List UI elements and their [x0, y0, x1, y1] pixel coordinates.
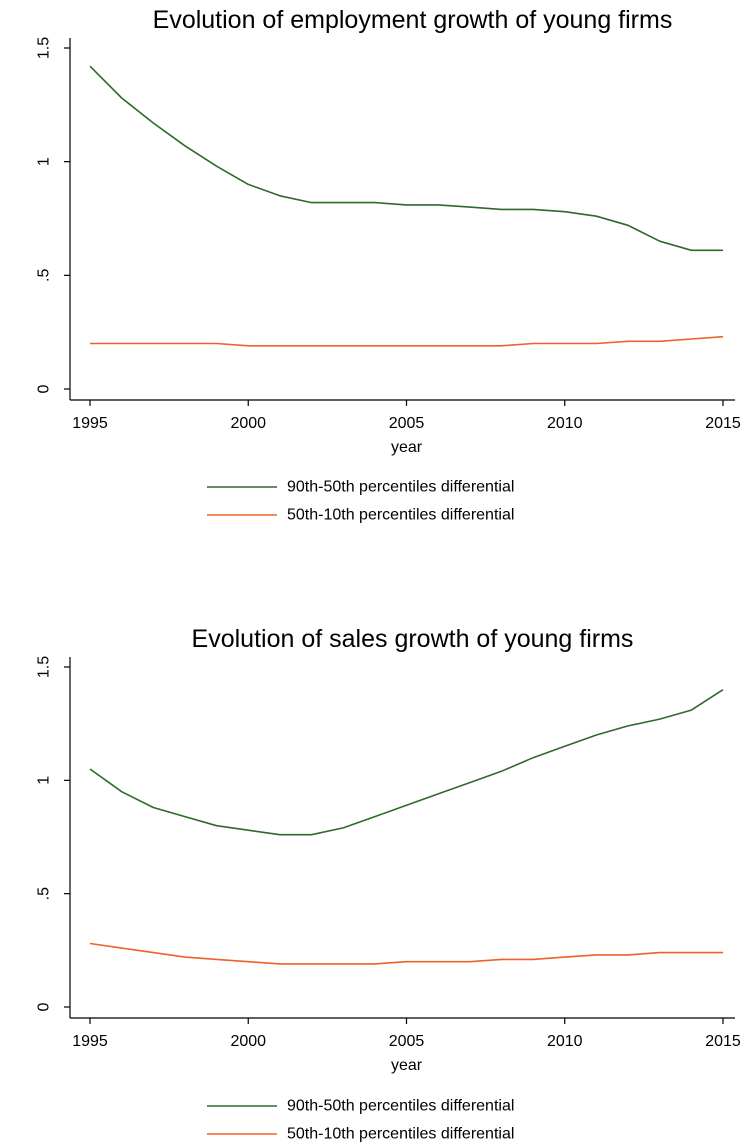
legend-label-2: 50th-10th percentiles differential	[287, 507, 514, 524]
x-axis-label: year	[391, 1057, 423, 1074]
series-line-1	[89, 65, 723, 252]
y-tick-label: .5	[36, 887, 53, 900]
x-tick-label: 1995	[72, 1033, 108, 1050]
x-tick-label: 2005	[389, 415, 425, 432]
y-tick-label: 1.5	[36, 37, 53, 59]
legend-label-1: 90th-50th percentiles differential	[287, 1098, 514, 1115]
x-tick-label: 2010	[547, 415, 583, 432]
x-tick-label: 2010	[547, 1033, 583, 1050]
y-tick-label: .5	[36, 269, 53, 282]
y-tick-label: 1	[36, 157, 53, 166]
series-line-2	[89, 942, 723, 965]
y-tick-label: 0	[36, 1002, 53, 1011]
x-axis-label: year	[391, 439, 423, 456]
y-tick-label: 0	[36, 384, 53, 393]
series-line-2	[90, 335, 724, 347]
x-tick-label: 2000	[230, 1033, 266, 1050]
x-tick-label: 1995	[72, 415, 108, 432]
legend-label-2: 50th-10th percentiles differential	[287, 1126, 514, 1143]
y-tick-label: 1.5	[36, 656, 53, 678]
y-tick-label: 1	[36, 776, 53, 785]
legend-label-1: 90th-50th percentiles differential	[287, 479, 514, 496]
x-tick-label: 2005	[389, 1033, 425, 1050]
chart-title: Evolution of employment growth of young …	[153, 6, 673, 34]
series-line-1	[89, 689, 724, 836]
chart-panel-1: Evolution of employment growth of young …	[36, 6, 741, 524]
x-tick-label: 2015	[705, 1033, 741, 1050]
x-tick-label: 2015	[705, 415, 741, 432]
chart-title: Evolution of sales growth of young firms	[192, 625, 634, 653]
chart-panel-2: Evolution of sales growth of young firms…	[36, 625, 741, 1143]
x-tick-label: 2000	[230, 415, 266, 432]
